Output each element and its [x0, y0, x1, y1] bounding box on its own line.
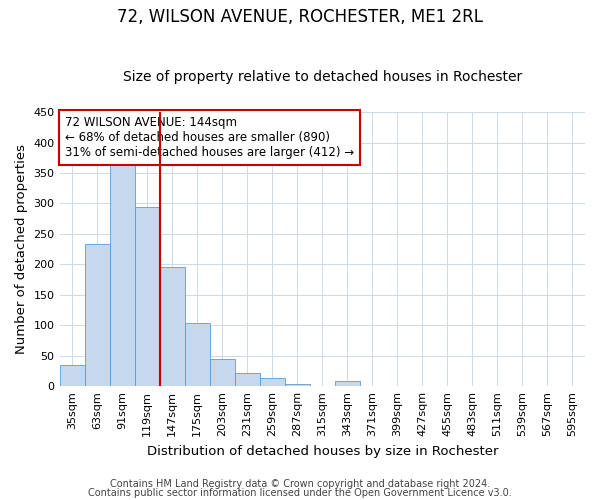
Title: Size of property relative to detached houses in Rochester: Size of property relative to detached ho…	[122, 70, 522, 85]
Bar	[160, 267, 185, 386]
Bar	[260, 378, 285, 386]
Bar	[185, 324, 209, 386]
X-axis label: Distribution of detached houses by size in Rochester: Distribution of detached houses by size …	[146, 444, 498, 458]
Bar	[285, 384, 310, 386]
Text: 72, WILSON AVENUE, ROCHESTER, ME1 2RL: 72, WILSON AVENUE, ROCHESTER, ME1 2RL	[117, 8, 483, 26]
Bar	[59, 365, 85, 386]
Text: Contains public sector information licensed under the Open Government Licence v3: Contains public sector information licen…	[88, 488, 512, 498]
Bar	[209, 360, 235, 386]
Y-axis label: Number of detached properties: Number of detached properties	[15, 144, 28, 354]
Bar	[335, 380, 360, 386]
Text: 72 WILSON AVENUE: 144sqm
← 68% of detached houses are smaller (890)
31% of semi-: 72 WILSON AVENUE: 144sqm ← 68% of detach…	[65, 116, 354, 159]
Text: Contains HM Land Registry data © Crown copyright and database right 2024.: Contains HM Land Registry data © Crown c…	[110, 479, 490, 489]
Bar	[85, 244, 110, 386]
Bar	[235, 373, 260, 386]
Bar	[134, 207, 160, 386]
Bar	[110, 164, 134, 386]
